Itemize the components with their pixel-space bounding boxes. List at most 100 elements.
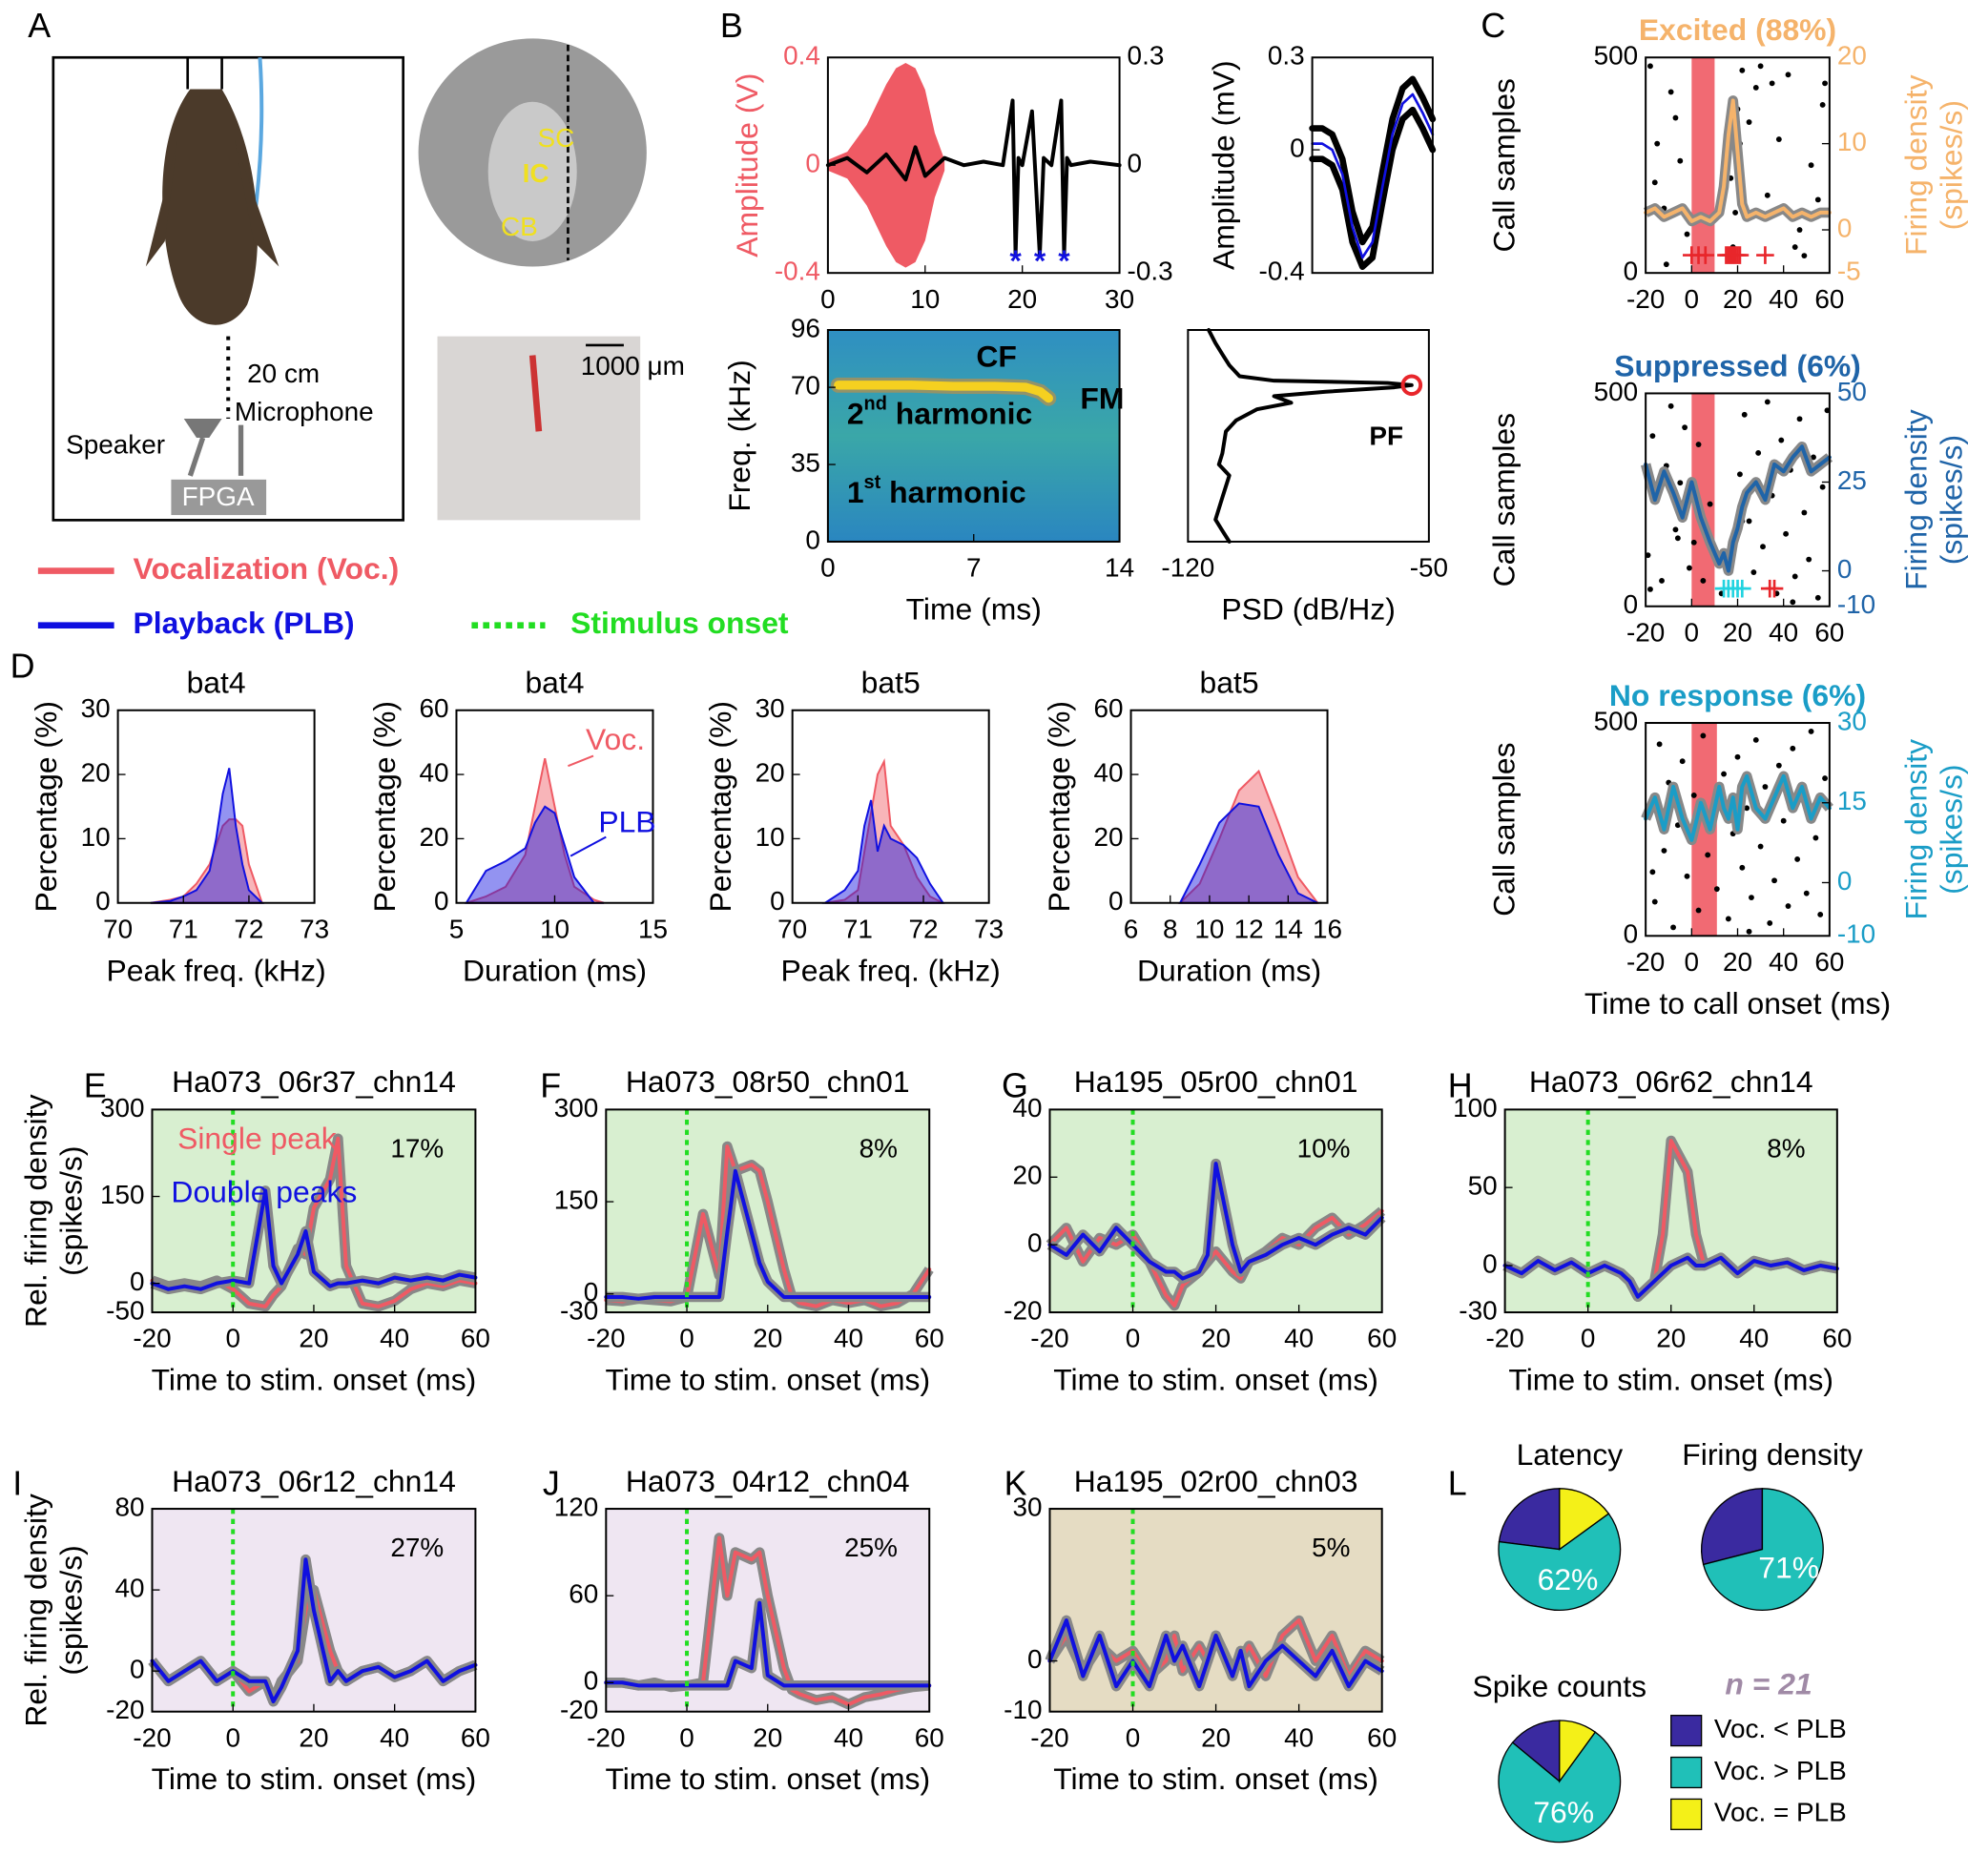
- y-axis-label: Percentage (%): [367, 701, 402, 912]
- area: [1177, 769, 1320, 904]
- x-axis-label: Time to stim. onset (ms): [152, 1363, 477, 1397]
- raster-dot: [1790, 599, 1796, 606]
- scale-label: 1000 μm: [581, 351, 685, 381]
- raster-dot: [1667, 402, 1674, 409]
- raster-dot: [1811, 454, 1816, 461]
- percent-label: 8%: [1767, 1133, 1805, 1163]
- panel-label: D: [10, 647, 35, 685]
- chart-title: Ha073_06r37_chn14: [172, 1064, 456, 1099]
- x-axis-label: Time to stim. onset (ms): [1053, 1363, 1378, 1397]
- raster-dot: [1690, 539, 1697, 546]
- y2-tick-label: 0: [1128, 149, 1143, 178]
- pie-slice: [1498, 1731, 1622, 1844]
- y-tick-label: 150: [100, 1180, 145, 1209]
- distance-label: 20 cm: [247, 359, 320, 388]
- event-cross: [1756, 246, 1774, 264]
- raster-dot: [1764, 399, 1771, 405]
- annotation: FM: [1080, 381, 1124, 416]
- annotation-text: FM: [1080, 381, 1124, 416]
- raster-dot: [1656, 741, 1663, 748]
- raster-dot: [1744, 805, 1750, 812]
- y-tick-label: 20: [81, 757, 111, 787]
- x-axis-label: Duration (ms): [463, 953, 647, 987]
- raster-dot: [1684, 231, 1690, 237]
- annotation-sup: nd: [864, 394, 887, 415]
- raster-dot: [1695, 442, 1702, 447]
- area: [824, 758, 944, 904]
- panel-label: H: [1448, 1066, 1473, 1104]
- x-tick-label: 71: [169, 914, 198, 943]
- y-tick-label: 20: [419, 822, 448, 852]
- peak-marker: [1400, 374, 1423, 397]
- y-tick-label: -30: [560, 1295, 598, 1325]
- y-tick-label: 0: [1027, 1644, 1043, 1674]
- raster-dot: [1686, 565, 1692, 571]
- x-tick-label: 15: [638, 914, 668, 943]
- x-tick-label: 40: [1769, 617, 1798, 647]
- x-tick-label: 0: [820, 553, 836, 583]
- x-tick-label: 0: [225, 1324, 240, 1353]
- pie-value-label: 62%: [1538, 1562, 1599, 1596]
- y-tick-label: 0: [1108, 886, 1124, 916]
- chart-title: bat4: [525, 666, 584, 700]
- event-marker: *: [1058, 243, 1070, 278]
- x-tick-label: 20: [1201, 1324, 1231, 1353]
- y-tick-label: 0: [434, 886, 449, 916]
- annotation: Single peak: [177, 1122, 337, 1156]
- x-tick-label: 30: [1105, 284, 1134, 314]
- raster-dot: [1667, 89, 1674, 95]
- raster-dot: [1651, 898, 1658, 905]
- axes-frame: [1187, 329, 1430, 543]
- plot-area: [1130, 710, 1328, 903]
- y-tick-label: 0: [584, 1277, 599, 1307]
- raster-dot: [1791, 573, 1798, 580]
- event-cross: [1730, 246, 1750, 264]
- event-marker: *: [1009, 243, 1022, 278]
- microphone-label: Microphone: [235, 397, 374, 426]
- x-tick-label: 40: [1769, 947, 1798, 977]
- legend: [37, 567, 546, 629]
- raster-dot: [1819, 484, 1826, 490]
- x-axis-label: Time to stim. onset (ms): [1508, 1363, 1833, 1397]
- x-tick-label: 0: [1685, 947, 1700, 977]
- y-tick-label: 0: [584, 1666, 599, 1696]
- panel-label: I: [12, 1465, 22, 1503]
- chart-title: Ha073_08r50_chn01: [626, 1064, 910, 1099]
- line: [150, 1188, 478, 1291]
- raster-dot: [1801, 253, 1808, 259]
- raster-dot: [1713, 886, 1720, 893]
- x-tick-label: 0: [1581, 1324, 1596, 1353]
- chart-title: Ha195_02r00_chn03: [1074, 1464, 1358, 1498]
- legend-label: Playback (PLB): [134, 606, 355, 640]
- raster-dot: [1739, 67, 1746, 73]
- y2-axis-label: Firing density: [1898, 739, 1933, 920]
- axes-frame: [116, 709, 316, 904]
- raster-dot: [1647, 586, 1653, 592]
- x-tick-label: 10: [910, 284, 940, 314]
- raster-dot: [1785, 72, 1791, 78]
- raster-dot: [1764, 192, 1771, 198]
- x-axis-label: Time to stim. onset (ms): [605, 1363, 930, 1397]
- annotation-pointer: [569, 835, 607, 857]
- x-axis-label: Time to stim. onset (ms): [152, 1761, 477, 1796]
- line: [1644, 444, 1832, 573]
- panel-a-drawing: [52, 38, 647, 522]
- x-tick-label: 40: [1284, 1722, 1314, 1752]
- area: [1178, 802, 1318, 904]
- raster-dot: [1796, 416, 1803, 422]
- annotation: PLB: [598, 805, 655, 839]
- annotation-sup: st: [864, 472, 881, 493]
- x-tick-label: 60: [461, 1722, 490, 1752]
- pie-title: Firing density: [1682, 1437, 1863, 1472]
- y-tick-label: 30: [756, 693, 785, 723]
- raster-dot: [1690, 793, 1697, 798]
- pie-slice: [1701, 1488, 1764, 1566]
- fpga-label: FPGA: [182, 482, 255, 511]
- line: [1309, 75, 1437, 246]
- pie-title: Latency: [1517, 1437, 1624, 1472]
- raster-dot: [1739, 864, 1746, 871]
- y-tick-label: 0: [805, 149, 820, 178]
- y-axis-label: Rel. firing density: [18, 1094, 52, 1328]
- y-tick-label: 20: [1094, 822, 1124, 852]
